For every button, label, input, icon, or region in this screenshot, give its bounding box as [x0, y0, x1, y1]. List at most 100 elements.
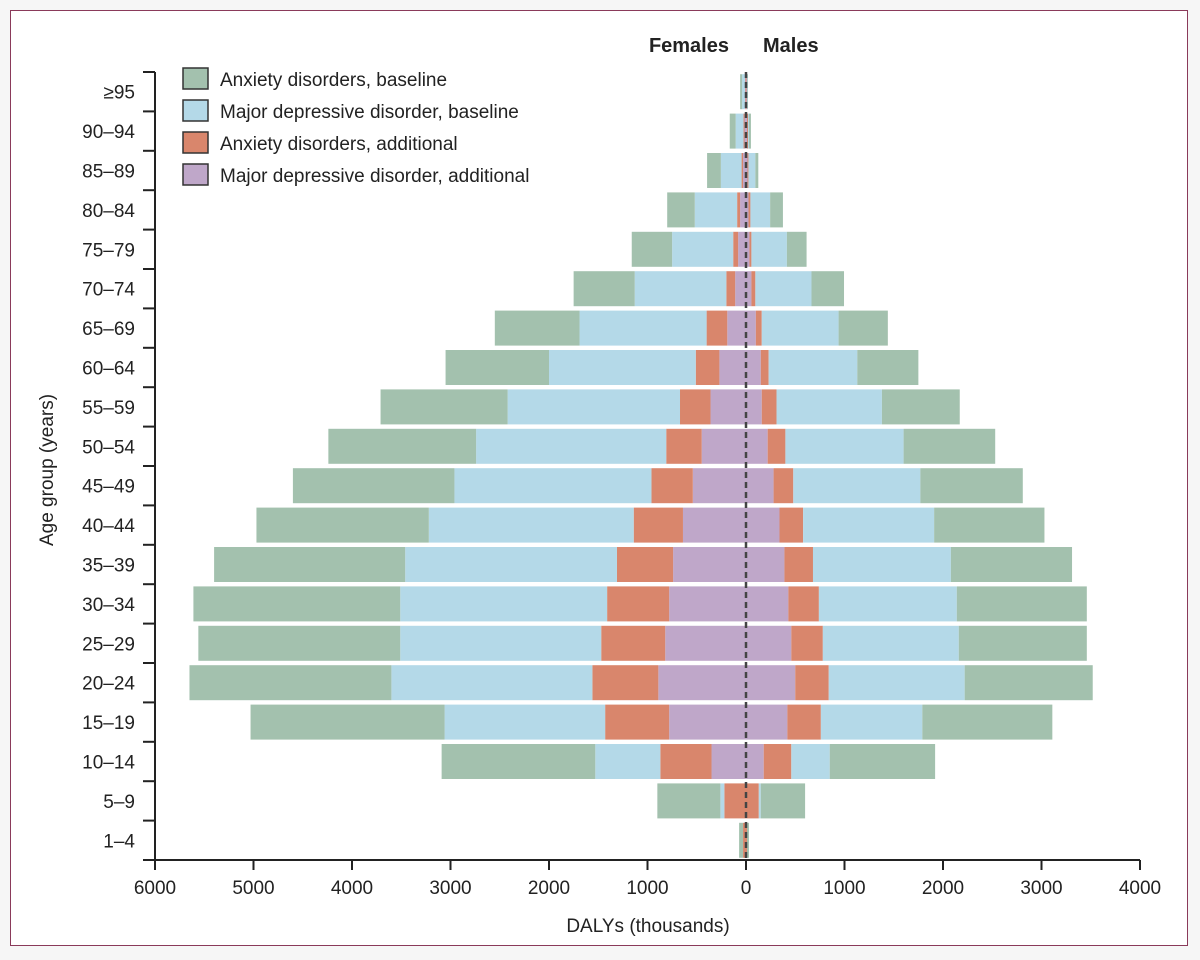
- bar-female-s2-r7: [549, 350, 696, 385]
- bar-male-s2-r18: [758, 783, 761, 819]
- bar-male-s0-r2: [746, 153, 748, 188]
- bar-female-s0-r5: [735, 271, 746, 307]
- bar-female-s2-r9: [476, 428, 667, 464]
- bar-female-s2-r15: [391, 665, 593, 701]
- bar-female-s3-r9: [328, 428, 477, 464]
- bar-male-s0-r9: [746, 428, 768, 464]
- bar-male-s1-r14: [791, 625, 823, 661]
- bar-male-s0-r1: [746, 113, 747, 149]
- x-axis-title: DALYs (thousands): [566, 916, 729, 937]
- bar-female-s2-r4: [672, 231, 734, 267]
- legend-swatch-0: [182, 67, 209, 90]
- bar-female-s3-r10: [292, 468, 455, 504]
- bar-female-s2-r16: [444, 704, 606, 740]
- bar-male-s2-r1: [747, 113, 749, 149]
- bar-male-s2-r14: [822, 625, 959, 661]
- bar-male-s3-r1: [748, 113, 751, 149]
- bar-female-s0-r10: [692, 468, 746, 504]
- bar-female-s0-r17: [711, 744, 746, 779]
- bar-male-s3-r18: [760, 783, 806, 819]
- bar-female-s1-r13: [607, 586, 670, 622]
- bar-male-s1-r8: [761, 389, 777, 425]
- bar-female-s3-r12: [214, 547, 406, 582]
- bar-male-s3-r10: [920, 468, 1023, 504]
- bar-male-s1-r13: [788, 586, 819, 622]
- bar-female-s3-r2: [707, 153, 721, 188]
- bar-female-s3-r13: [193, 586, 401, 622]
- bar-male-s1-r17: [763, 744, 792, 779]
- bar-male-s1-r10: [773, 468, 794, 504]
- y-tick-label-5: 70–74: [82, 280, 135, 301]
- x-tick-label-8: 2000: [922, 878, 964, 899]
- bar-female-s1-r5: [726, 271, 736, 307]
- bar-male-s2-r6: [761, 310, 839, 346]
- bar-male-s2-r10: [793, 468, 921, 504]
- bar-female-s0-r1: [744, 113, 746, 149]
- legend-label-3: Major depressive disorder, additional: [220, 166, 529, 187]
- bar-female-s0-r8: [710, 389, 746, 425]
- y-tick-label-2: 85–89: [82, 162, 135, 183]
- y-tick-label-11: 40–44: [82, 516, 135, 537]
- bar-female-s0-r15: [658, 665, 746, 701]
- bar-female-s3-r11: [256, 507, 429, 543]
- bar-male-s1-r15: [795, 665, 829, 701]
- bar-female-s1-r12: [616, 547, 674, 582]
- bar-male-s0-r5: [746, 271, 752, 307]
- bar-male-s0-r13: [746, 586, 789, 622]
- bar-female-s2-r11: [428, 507, 634, 543]
- bar-female-s3-r4: [631, 231, 673, 267]
- bar-male-s0-r8: [746, 389, 762, 425]
- bar-male-s1-r12: [784, 547, 813, 582]
- y-tick-label-8: 55–59: [82, 398, 135, 419]
- bar-male-s3-r2: [755, 153, 759, 188]
- x-tick-label-10: 4000: [1119, 878, 1161, 899]
- bar-male-s1-r19: [746, 822, 747, 858]
- bar-male-s0-r4: [746, 231, 750, 267]
- y-tick-label-4: 75–79: [82, 240, 135, 261]
- bar-female-s0-r13: [669, 586, 746, 622]
- bar-female-s3-r8: [380, 389, 508, 425]
- bar-female-s2-r6: [579, 310, 707, 346]
- bar-male-s0-r7: [746, 350, 761, 385]
- bar-male-s2-r11: [803, 507, 935, 543]
- y-tick-label-0: ≥95: [103, 83, 135, 104]
- females-label: Females: [649, 35, 729, 57]
- bar-female-s0-r14: [665, 625, 746, 661]
- bar-female-s3-r15: [189, 665, 392, 701]
- y-tick-label-6: 65–69: [82, 319, 135, 340]
- bar-male-s3-r6: [838, 310, 888, 346]
- bar-male-s3-r13: [956, 586, 1087, 622]
- y-tick-label-17: 10–14: [82, 753, 135, 774]
- bar-male-s1-r18: [746, 783, 759, 819]
- bar-male-s2-r5: [755, 271, 812, 307]
- bar-male-s1-r4: [749, 231, 752, 267]
- bar-female-s1-r14: [601, 625, 666, 661]
- bar-male-s1-r3: [748, 192, 751, 228]
- bar-male-s2-r7: [768, 350, 858, 385]
- bar-female-s1-r17: [660, 744, 712, 779]
- bar-male-s3-r19: [746, 822, 749, 858]
- y-tick-label-18: 5–9: [103, 792, 135, 813]
- bar-female-s3-r17: [441, 744, 596, 779]
- bar-male-s2-r17: [791, 744, 830, 779]
- bar-male-s0-r14: [746, 625, 792, 661]
- bar-male-s0-r11: [746, 507, 780, 543]
- bar-male-s0-r15: [746, 665, 796, 701]
- bar-male-s3-r15: [964, 665, 1093, 701]
- x-tick-label-0: 6000: [134, 878, 176, 899]
- bar-female-s0-r6: [727, 310, 746, 346]
- bar-male-s2-r12: [812, 547, 951, 582]
- bar-female-s2-r10: [454, 468, 652, 504]
- bar-male-s2-r16: [820, 704, 923, 740]
- y-tick-label-13: 30–34: [82, 595, 135, 616]
- bar-female-s1-r3: [737, 192, 741, 228]
- bar-female-s2-r5: [634, 271, 727, 307]
- bar-female-s2-r3: [694, 192, 738, 228]
- legend-swatch-1: [182, 99, 209, 122]
- bar-male-s0-r12: [746, 547, 785, 582]
- bar-female-s1-r15: [592, 665, 659, 701]
- bar-male-s2-r15: [828, 665, 965, 701]
- bar-female-s0-r9: [701, 428, 746, 464]
- bar-female-s0-r2: [743, 153, 746, 188]
- bar-male-s0-r17: [746, 744, 764, 779]
